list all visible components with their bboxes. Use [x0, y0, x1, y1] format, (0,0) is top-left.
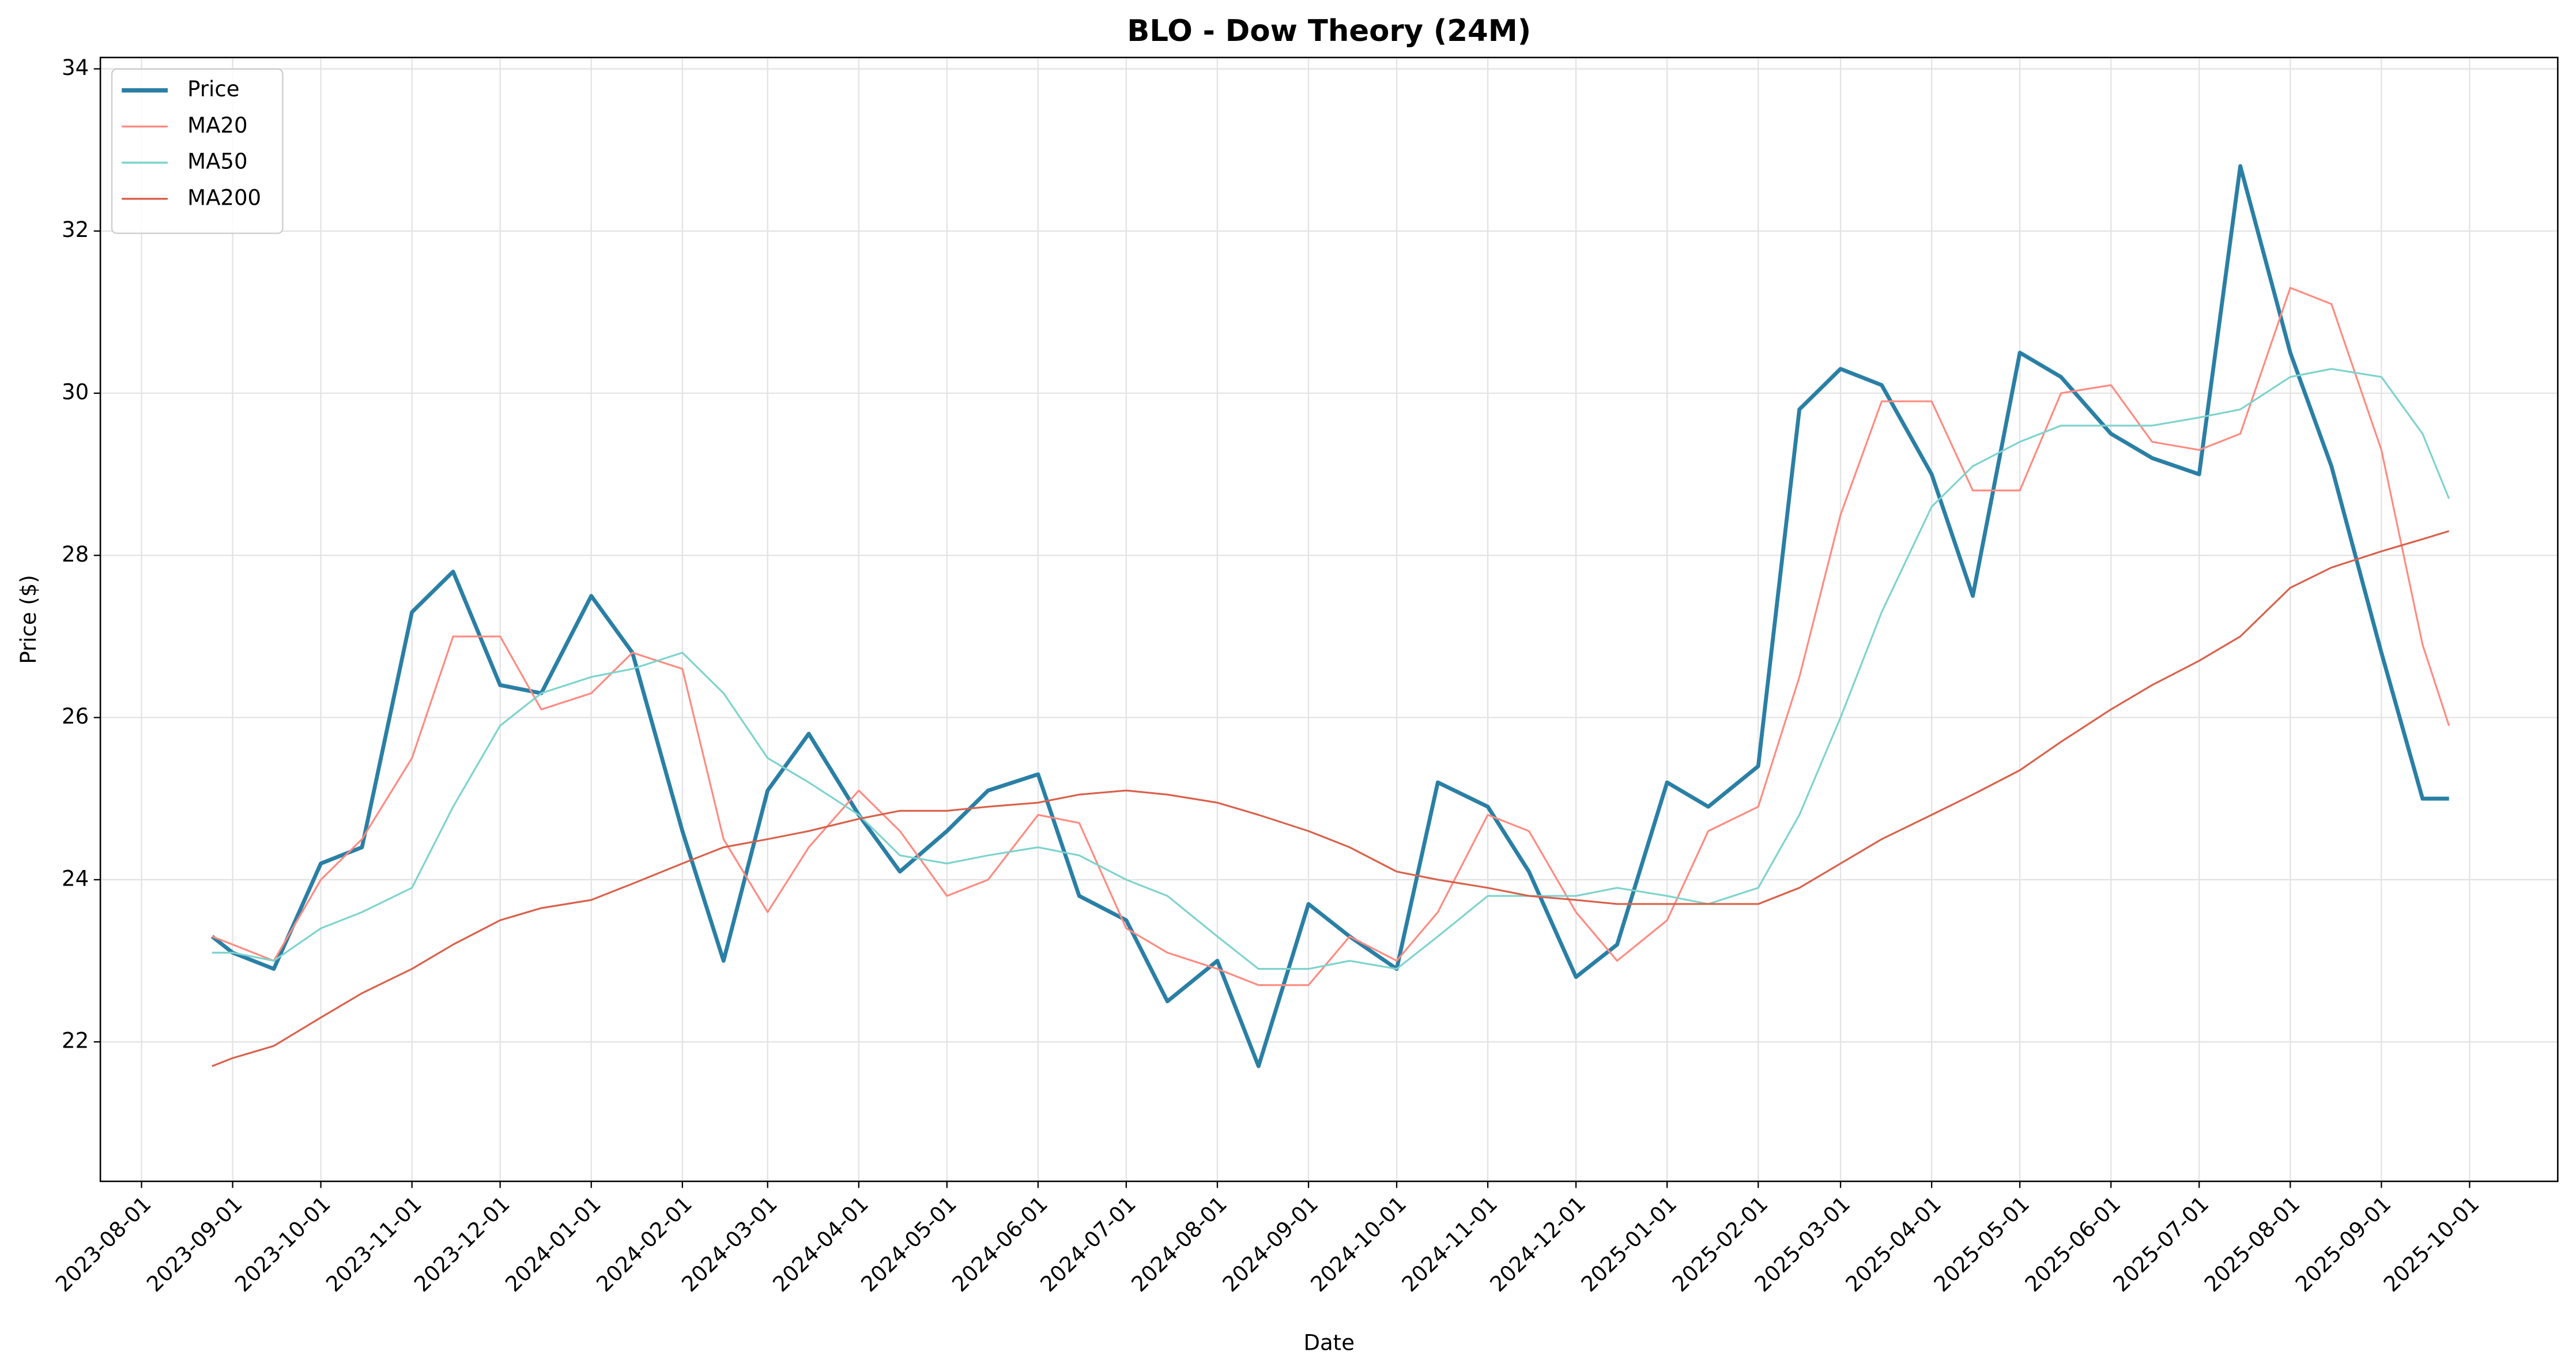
y-tick-label: 32: [62, 217, 89, 242]
y-tick-label: 34: [62, 55, 89, 80]
legend: Price MA20 MA50 MA200: [111, 68, 284, 234]
legend-label: MA50: [187, 149, 247, 174]
series-line: [212, 368, 2450, 970]
series-line: [212, 287, 2450, 986]
y-tick-label: 30: [62, 379, 89, 404]
y-tick-label: 24: [62, 866, 89, 891]
x-tick-label: 2024-01-01: [500, 1192, 606, 1297]
x-axis-label: Date: [1303, 1331, 1355, 1355]
y-axis-label: Price ($): [16, 575, 41, 664]
y-tick-label: 26: [62, 704, 89, 729]
legend-label: MA200: [187, 185, 261, 210]
legend-box: [111, 68, 284, 234]
legend-label: Price: [187, 77, 239, 101]
legend-label: MA20: [187, 113, 247, 138]
x-tick-label: 2025-08-01: [2200, 1192, 2305, 1297]
x-tick-label: 2023-08-01: [51, 1192, 156, 1297]
y-tick-label: 22: [62, 1029, 89, 1053]
x-tick-label: 2024-08-01: [1127, 1192, 1232, 1297]
series-line: [212, 530, 2450, 1067]
chart-title: BLO - Dow Theory (24M): [1127, 14, 1531, 48]
y-tick-label: 28: [62, 542, 89, 567]
plot-frame: [99, 57, 2559, 1183]
series-line: [210, 164, 2449, 1068]
x-tick-label: 2025-01-01: [1576, 1192, 1682, 1297]
